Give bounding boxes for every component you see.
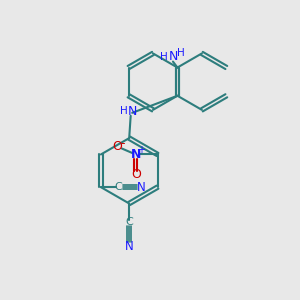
Text: C: C (115, 182, 123, 192)
Text: O: O (112, 140, 122, 153)
Text: N: N (128, 105, 137, 118)
Text: H: H (120, 106, 128, 116)
Text: N: N (125, 240, 134, 253)
Text: N: N (137, 181, 146, 194)
Text: C: C (125, 217, 133, 227)
Text: -: - (121, 137, 125, 150)
Text: O: O (131, 168, 141, 181)
Text: N: N (130, 148, 141, 161)
Text: H: H (160, 52, 167, 61)
Text: N: N (168, 50, 178, 63)
Text: H: H (177, 48, 185, 58)
Text: +: + (136, 145, 145, 155)
